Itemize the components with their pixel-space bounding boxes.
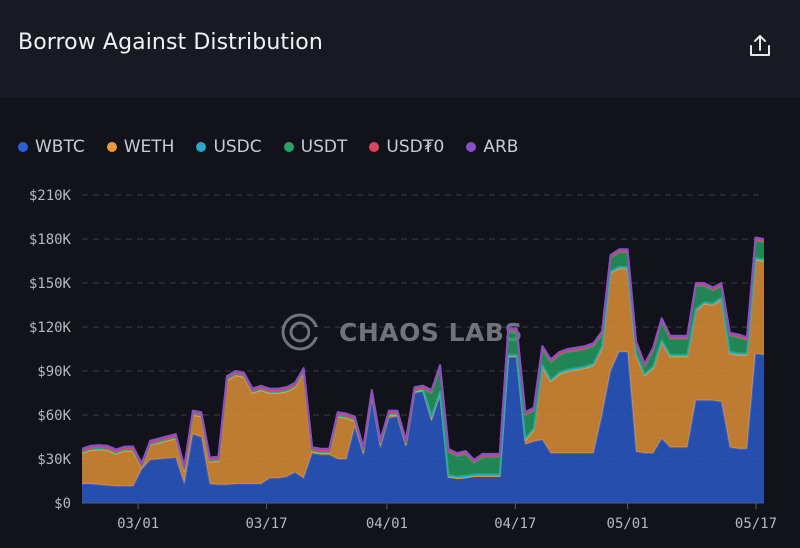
share-button[interactable] <box>744 30 776 62</box>
chart-legend: WBTC WETH USDC USDT USD₮0 ARB <box>18 136 518 158</box>
legend-dot-usdt0 <box>369 142 380 152</box>
legend-label-usdt: USDT <box>300 137 348 157</box>
chart-title: Borrow Against Distribution <box>18 30 323 55</box>
y-tick-label: $120K <box>29 320 72 336</box>
legend-item-usdt[interactable]: USDT <box>283 137 348 157</box>
chaos-labs-watermark: CHAOS LABS <box>281 313 523 351</box>
y-tick-label: $210K <box>29 188 72 204</box>
line-arb <box>81 236 765 468</box>
legend-item-arb[interactable]: ARB <box>466 137 518 157</box>
share-icon <box>750 35 770 56</box>
x-tick-label: 03/01 <box>117 516 159 532</box>
legend-dot-usdt <box>283 142 294 152</box>
area-weth <box>82 259 764 487</box>
x-tick-label: 03/17 <box>245 516 287 532</box>
legend-label-usdc: USDC <box>213 137 262 157</box>
y-tick-label: $150K <box>29 276 72 292</box>
y-tick-label: $30K <box>37 452 71 468</box>
legend-dot-arb <box>466 142 477 152</box>
y-tick-label: $90K <box>37 364 71 380</box>
legend-label-weth: WETH <box>123 137 175 157</box>
y-tick-label: $0 <box>54 496 71 512</box>
legend-item-wbtc[interactable]: WBTC <box>18 137 85 157</box>
legend-dot-wbtc <box>18 142 28 152</box>
card-header: Borrow Against Distribution <box>0 0 800 98</box>
chaos-labs-logo-icon <box>281 313 320 351</box>
y-axis: $0 $30K $60K $90K $120K $150K $180K $210K <box>29 188 72 512</box>
x-tick-label: 05/17 <box>735 516 777 532</box>
y-tick-label: $180K <box>29 232 72 248</box>
area-wbtc <box>82 351 764 503</box>
y-tick-label: $60K <box>37 408 71 424</box>
legend-dot-weth <box>106 142 117 152</box>
legend-label-wbtc: WBTC <box>35 137 85 157</box>
x-tick-label: 04/17 <box>494 516 536 532</box>
x-tick-label: 05/01 <box>607 516 649 532</box>
legend-item-usdc[interactable]: USDC <box>196 137 262 157</box>
x-axis: 03/01 03/17 04/01 04/17 05/01 05/17 <box>82 502 777 532</box>
series-areas <box>81 236 765 503</box>
watermark-text: CHAOS LABS <box>339 318 523 347</box>
legend-label-arb: ARB <box>483 137 519 157</box>
legend-item-weth[interactable]: WETH <box>106 137 175 157</box>
x-tick-label: 04/01 <box>366 516 408 532</box>
legend-item-usdt0[interactable]: USD₮0 <box>369 137 444 157</box>
legend-label-usdt0: USD₮0 <box>386 137 445 157</box>
legend-dot-usdc <box>196 142 207 152</box>
